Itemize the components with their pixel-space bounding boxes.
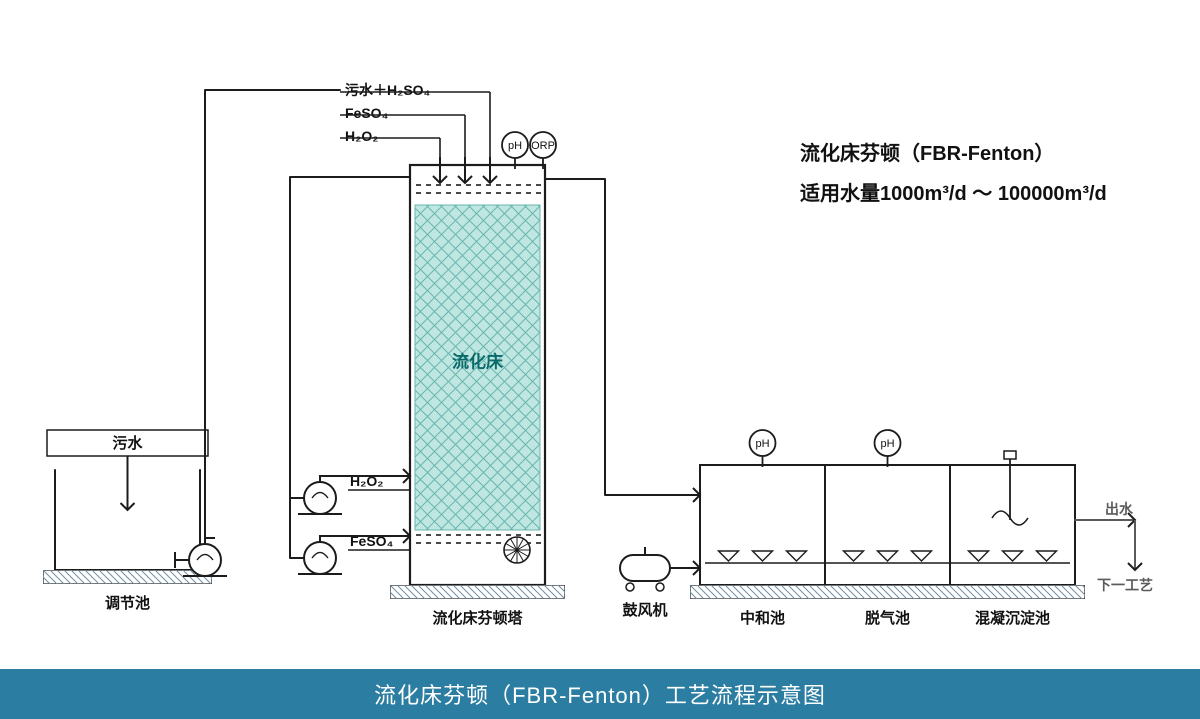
svg-text:pH: pH bbox=[755, 438, 769, 450]
svg-text:FeSO₄: FeSO₄ bbox=[345, 105, 388, 121]
title-bar: 流化床芬顿（FBR-Fenton）工艺流程示意图 bbox=[0, 669, 1200, 719]
svg-text:出水: 出水 bbox=[1105, 501, 1134, 517]
svg-text:污水＋H₂SO₄: 污水＋H₂SO₄ bbox=[345, 82, 430, 98]
svg-text:混凝沉淀池: 混凝沉淀池 bbox=[975, 609, 1050, 627]
diagram-svg: 污水调节池流化床流化床芬顿塔污水＋H₂SO₄FeSO₄H₂O₂pHORPH₂O₂… bbox=[0, 0, 1200, 669]
pump-icon bbox=[298, 476, 342, 514]
svg-text:调节池: 调节池 bbox=[105, 594, 150, 612]
diagram-stage: 污水调节池流化床流化床芬顿塔污水＋H₂SO₄FeSO₄H₂O₂pHORPH₂O₂… bbox=[0, 0, 1200, 719]
svg-text:ORP: ORP bbox=[531, 140, 555, 152]
title-text: 流化床芬顿（FBR-Fenton）工艺流程示意图 bbox=[374, 678, 826, 710]
svg-text:pH: pH bbox=[880, 438, 894, 450]
svg-text:污水: 污水 bbox=[112, 434, 143, 452]
svg-text:pH: pH bbox=[508, 140, 522, 152]
svg-text:脱气池: 脱气池 bbox=[865, 609, 910, 627]
svg-text:鼓风机: 鼓风机 bbox=[622, 601, 667, 619]
svg-text:流化床: 流化床 bbox=[452, 352, 504, 372]
svg-text:下一工艺: 下一工艺 bbox=[1097, 577, 1153, 593]
svg-text:流化床芬顿塔: 流化床芬顿塔 bbox=[432, 609, 523, 627]
svg-text:H₂O₂: H₂O₂ bbox=[345, 128, 378, 144]
pump-icon bbox=[298, 536, 342, 574]
svg-text:流化床芬顿（FBR-Fenton）: 流化床芬顿（FBR-Fenton） bbox=[800, 141, 1054, 165]
svg-text:适用水量1000m³/d ～ 100000m³/d: 适用水量1000m³/d ～ 100000m³/d bbox=[800, 182, 1107, 205]
svg-text:中和池: 中和池 bbox=[740, 609, 785, 627]
